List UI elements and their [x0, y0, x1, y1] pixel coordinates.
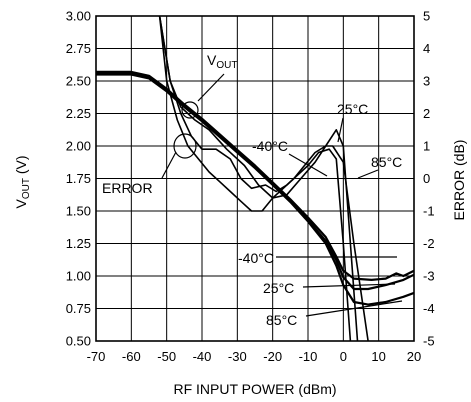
y-tick-labels: 0.50 0.75 1.00 1.25 1.50 1.75 2.00 2.25 2.50 2.75…	[66, 9, 91, 349]
y-right-tick-label: 0	[423, 171, 430, 186]
plot-frame	[95, 15, 415, 342]
tm40-bottom-label: -40°C	[238, 250, 274, 266]
y-tick-label: 2.25	[66, 106, 91, 121]
x-tick-label: -30	[228, 349, 247, 364]
y-right-tick-label: -3	[423, 269, 435, 284]
grid	[96, 16, 414, 341]
y-right-tick-labels: -5 -4 -3 -2 -1 0 1 2 3 4 5	[423, 9, 435, 349]
y-tick-label: 0.75	[66, 301, 91, 316]
vout-leader	[197, 73, 225, 102]
series-error-85c-line	[158, 16, 369, 341]
x-tick-label: -60	[122, 349, 141, 364]
x-axis-label: RF INPUT POWER (dBm)	[173, 381, 336, 397]
x-tick-label: -50	[157, 349, 176, 364]
t85-bottom-label: 85°C	[266, 312, 297, 328]
t25-top-label: 25°C	[337, 101, 368, 117]
error-marker-circle	[173, 133, 197, 159]
y-right-tick-label: 4	[423, 41, 430, 56]
t25-bottom-leader	[302, 283, 396, 288]
t85-top-leader	[357, 169, 379, 179]
y-tick-label: 2.00	[66, 139, 91, 154]
x-tick-label: 10	[371, 349, 385, 364]
y-tick-label: 1.50	[66, 204, 91, 219]
y-right-tick-label: 2	[423, 106, 430, 121]
y-right-tick-label: -1	[423, 204, 435, 219]
y-right-tick-label: 3	[423, 74, 430, 89]
t25-bottom-label: 25°C	[263, 280, 294, 296]
y-right-tick-label: -2	[423, 236, 435, 251]
vout-label: VOUT	[207, 52, 237, 71]
x-tick-label: -10	[299, 349, 318, 364]
y-tick-label: 1.25	[66, 236, 91, 251]
error-label: ERROR	[102, 180, 153, 196]
vout-marker-circle	[181, 101, 199, 119]
y-right-tick-label: -5	[423, 334, 435, 349]
x-tick-label: 0	[340, 349, 347, 364]
y-right-tick-label: 5	[423, 9, 430, 24]
y-right-tick-label: -4	[423, 301, 435, 316]
t85-bottom-leader	[305, 300, 403, 317]
y-tick-label: 1.00	[66, 269, 91, 284]
y-right-tick-label: 1	[423, 139, 430, 154]
x-tick-label: -70	[87, 349, 106, 364]
y-tick-label: 0.50	[66, 334, 91, 349]
t85-top-label: 85°C	[371, 154, 402, 170]
x-tick-label: -40	[193, 349, 212, 364]
x-tick-labels: -70 -60 -50 -40 -30 -20 -10 0 10 20	[87, 349, 422, 364]
tm40-top-leader	[288, 153, 328, 177]
x-tick-label: 20	[407, 349, 421, 364]
y-tick-label: 2.75	[66, 41, 91, 56]
y-tick-label: 3.00	[66, 9, 91, 24]
y-tick-label: 1.75	[66, 171, 91, 186]
y-tick-label: 2.50	[66, 74, 91, 89]
t25-top-leader	[337, 117, 344, 143]
y-right-axis-label: ERROR (dB)	[451, 140, 467, 221]
annotations: VOUT ERROR 25°C -40°C 85°C -40°C 25°C 85…	[102, 52, 402, 328]
error-leader	[161, 151, 177, 179]
series-vout-40c-line	[96, 70, 414, 281]
y-axis-label: VOUT (V)	[13, 155, 32, 208]
x-tick-label: -20	[263, 349, 282, 364]
tm40-top-label: -40°C	[252, 138, 288, 154]
